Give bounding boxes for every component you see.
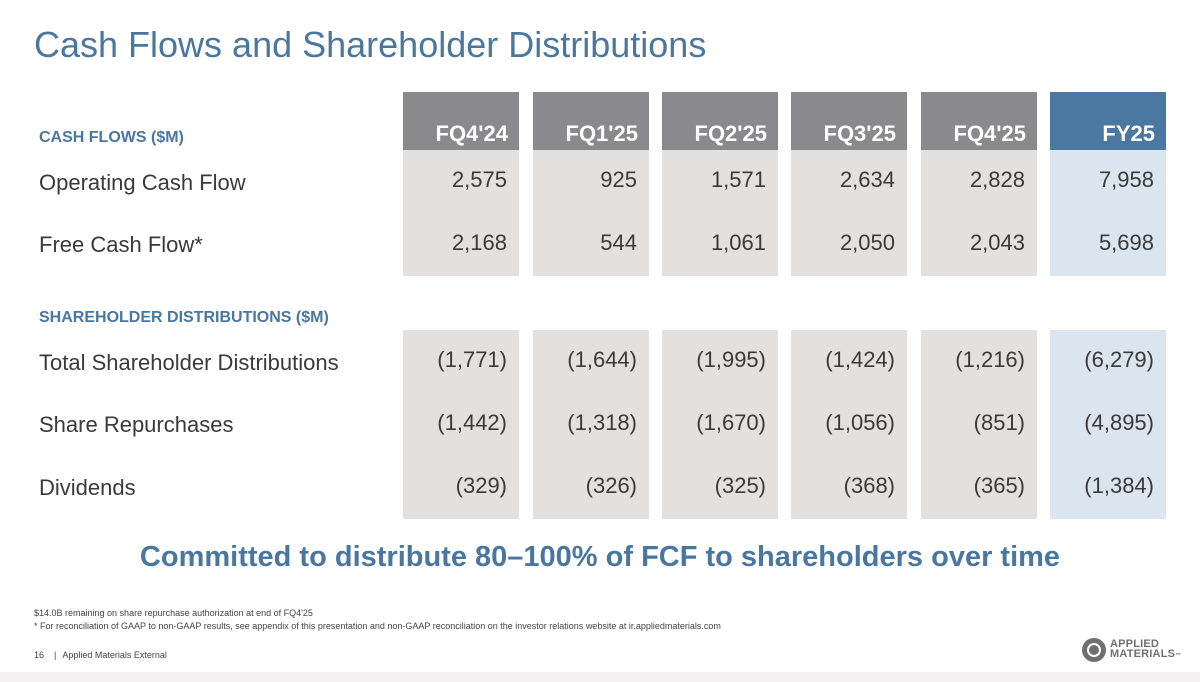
- page-number: 16: [34, 650, 45, 660]
- column-bg: [662, 330, 778, 519]
- column-bg: [921, 330, 1037, 519]
- table-cell: 2,828: [969, 167, 1025, 192]
- table-cell: 2,043: [969, 230, 1025, 255]
- footnote: * For reconciliation of GAAP to non-GAAP…: [34, 621, 721, 631]
- table-cell: (1,318): [567, 410, 637, 435]
- logo-text: APPLIED MATERIALS™: [1110, 638, 1182, 660]
- column-header: FQ4'25: [921, 92, 1037, 150]
- column-bg: [662, 150, 778, 276]
- column-bg: [533, 150, 649, 276]
- column-bg-fy: [1050, 150, 1166, 276]
- column-bg: [791, 330, 907, 519]
- table-cell: (325): [714, 473, 766, 498]
- table-cell: (1,442): [437, 410, 507, 435]
- table-cell: 1,571: [710, 167, 766, 192]
- table-cell: 2,575: [451, 167, 507, 192]
- table-cell: (851): [973, 410, 1025, 435]
- column-bg-fy: [1050, 330, 1166, 519]
- footnote: $14.0B remaining on share repurchase aut…: [34, 608, 313, 618]
- company-logo: APPLIED MATERIALS™: [1082, 638, 1181, 662]
- row-label: Dividends: [39, 475, 136, 500]
- column-header: FQ2'25: [662, 92, 778, 150]
- table-cell: 544: [600, 230, 637, 255]
- table-cell: 1,061: [710, 230, 766, 255]
- distributions-section-label: SHAREHOLDER DISTRIBUTIONS ($M): [39, 309, 329, 326]
- table-cell: (1,771): [437, 347, 507, 372]
- footer: 16 | Applied Materials External: [34, 650, 167, 660]
- column-bg: [403, 150, 519, 276]
- column-header: FQ4'24: [403, 92, 519, 150]
- table-cell: (1,644): [567, 347, 637, 372]
- table-cell: 2,050: [839, 230, 895, 255]
- table-cell: (368): [843, 473, 895, 498]
- row-label: Free Cash Flow*: [39, 232, 203, 257]
- bottom-strip: [0, 672, 1200, 682]
- row-label: Operating Cash Flow: [39, 170, 246, 195]
- footer-label: Applied Materials External: [62, 650, 167, 660]
- table-cell: (365): [973, 473, 1025, 498]
- table-cell: (1,056): [825, 410, 895, 435]
- table-cell: 925: [600, 167, 637, 192]
- column-bg: [791, 150, 907, 276]
- column-bg: [921, 150, 1037, 276]
- table-cell: (1,670): [696, 410, 766, 435]
- slide-title: Cash Flows and Shareholder Distributions: [34, 24, 707, 65]
- table-cell: (1,424): [825, 347, 895, 372]
- column-header: FQ1'25: [533, 92, 649, 150]
- table-cell: (329): [455, 473, 507, 498]
- table-cell-fy: (4,895): [1084, 410, 1154, 435]
- column-header: FQ3'25: [791, 92, 907, 150]
- table-cell-fy: 7,958: [1098, 167, 1154, 192]
- table-cell: (1,216): [955, 347, 1025, 372]
- table-cell: (1,995): [696, 347, 766, 372]
- applied-materials-logo-icon: [1082, 638, 1106, 662]
- commitment-statement: Committed to distribute 80–100% of FCF t…: [139, 541, 1061, 573]
- table-cell-fy: (1,384): [1084, 473, 1154, 498]
- row-label: Total Shareholder Distributions: [39, 350, 339, 375]
- column-header-fy: FY25: [1050, 92, 1166, 150]
- column-bg: [403, 330, 519, 519]
- table-cell: 2,168: [451, 230, 507, 255]
- column-bg: [533, 330, 649, 519]
- row-label: Share Repurchases: [39, 412, 234, 437]
- table-cell: 2,634: [839, 167, 895, 192]
- table-cell: (326): [585, 473, 637, 498]
- cash-flows-section-label: CASH FLOWS ($M): [39, 129, 184, 146]
- table-cell-fy: (6,279): [1084, 347, 1154, 372]
- table-cell-fy: 5,698: [1098, 230, 1154, 255]
